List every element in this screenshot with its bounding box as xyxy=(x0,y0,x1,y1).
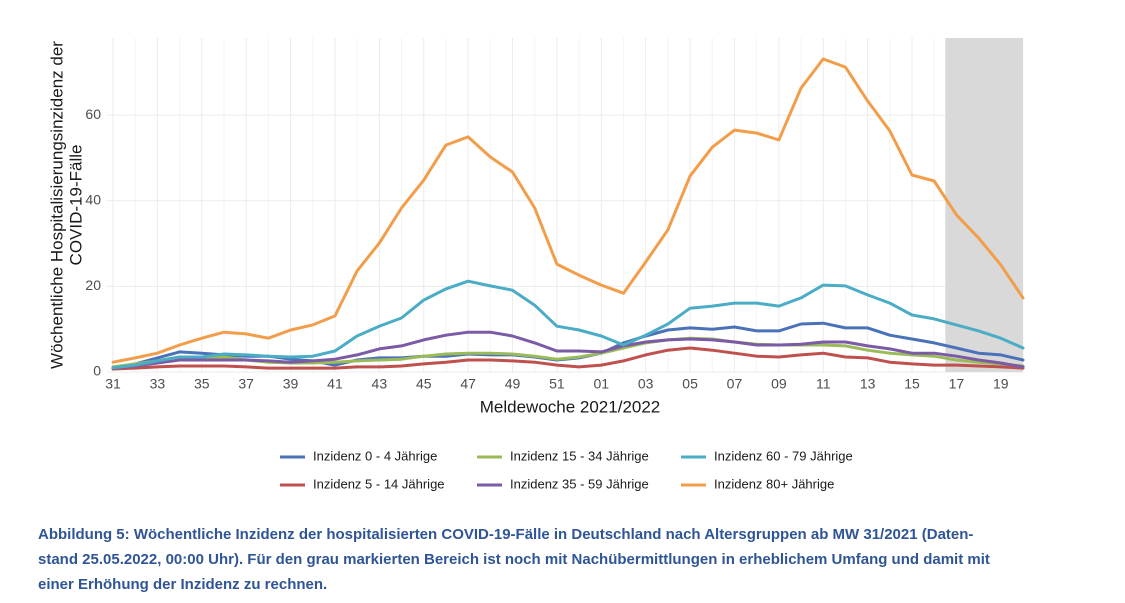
x-axis-title: Meldewoche 2021/2022 xyxy=(480,397,661,416)
legend-label: Inzidenz 5 - 14 Jährige xyxy=(313,476,445,491)
y-tick-label: 20 xyxy=(85,277,101,293)
legend-label: Inzidenz 0 - 4 Jährige xyxy=(313,448,437,463)
x-tick-label: 19 xyxy=(993,376,1009,392)
y-tick-label: 40 xyxy=(85,191,101,207)
series-line xyxy=(111,346,1025,371)
legend-label: Inzidenz 35 - 59 Jährige xyxy=(510,476,649,491)
x-tick-label: 51 xyxy=(549,376,565,392)
x-tick-label: 41 xyxy=(327,376,343,392)
x-tick-label: 07 xyxy=(727,376,743,392)
x-tick-label: 33 xyxy=(150,376,166,392)
x-tick-label: 17 xyxy=(949,376,965,392)
shaded-region xyxy=(945,38,1023,372)
x-tick-label: 11 xyxy=(816,376,831,392)
caption: Abbildung 5: Wöchentliche Inzidenz der h… xyxy=(38,526,973,543)
y-tick-label: 0 xyxy=(93,363,101,379)
y-axis-title: Wöchentliche Hospitalisierungsinzidenz d… xyxy=(47,41,66,369)
series-line xyxy=(111,279,1025,370)
x-tick-label: 47 xyxy=(460,376,476,392)
series-line xyxy=(111,57,1025,364)
x-tick-label: 31 xyxy=(105,376,121,392)
x-tick-label: 01 xyxy=(594,376,610,392)
series-line xyxy=(111,330,1025,370)
legend-label: Inzidenz 60 - 79 Jährige xyxy=(714,448,853,463)
caption: einer Erhöhung der Inzidenz zu rechnen. xyxy=(38,576,327,593)
x-tick-label: 15 xyxy=(904,376,920,392)
y-tick-label: 60 xyxy=(85,106,101,122)
legend-label: Inzidenz 15 - 34 Jährige xyxy=(510,448,649,463)
x-tick-label: 45 xyxy=(416,376,432,392)
x-tick-label: 43 xyxy=(372,376,388,392)
x-tick-label: 13 xyxy=(860,376,876,392)
x-tick-label: 05 xyxy=(682,376,698,392)
x-tick-label: 03 xyxy=(638,376,654,392)
x-tick-label: 39 xyxy=(283,376,299,392)
x-tick-label: 35 xyxy=(194,376,210,392)
x-tick-label: 49 xyxy=(505,376,521,392)
legend-label: Inzidenz 80+ Jährige xyxy=(714,476,834,491)
x-tick-label: 37 xyxy=(238,376,254,392)
x-tick-label: 09 xyxy=(771,376,787,392)
caption: stand 25.05.2022, 00:00 Uhr). Für den gr… xyxy=(38,551,990,568)
y-axis-title: COVID-19-Fälle xyxy=(66,145,85,266)
